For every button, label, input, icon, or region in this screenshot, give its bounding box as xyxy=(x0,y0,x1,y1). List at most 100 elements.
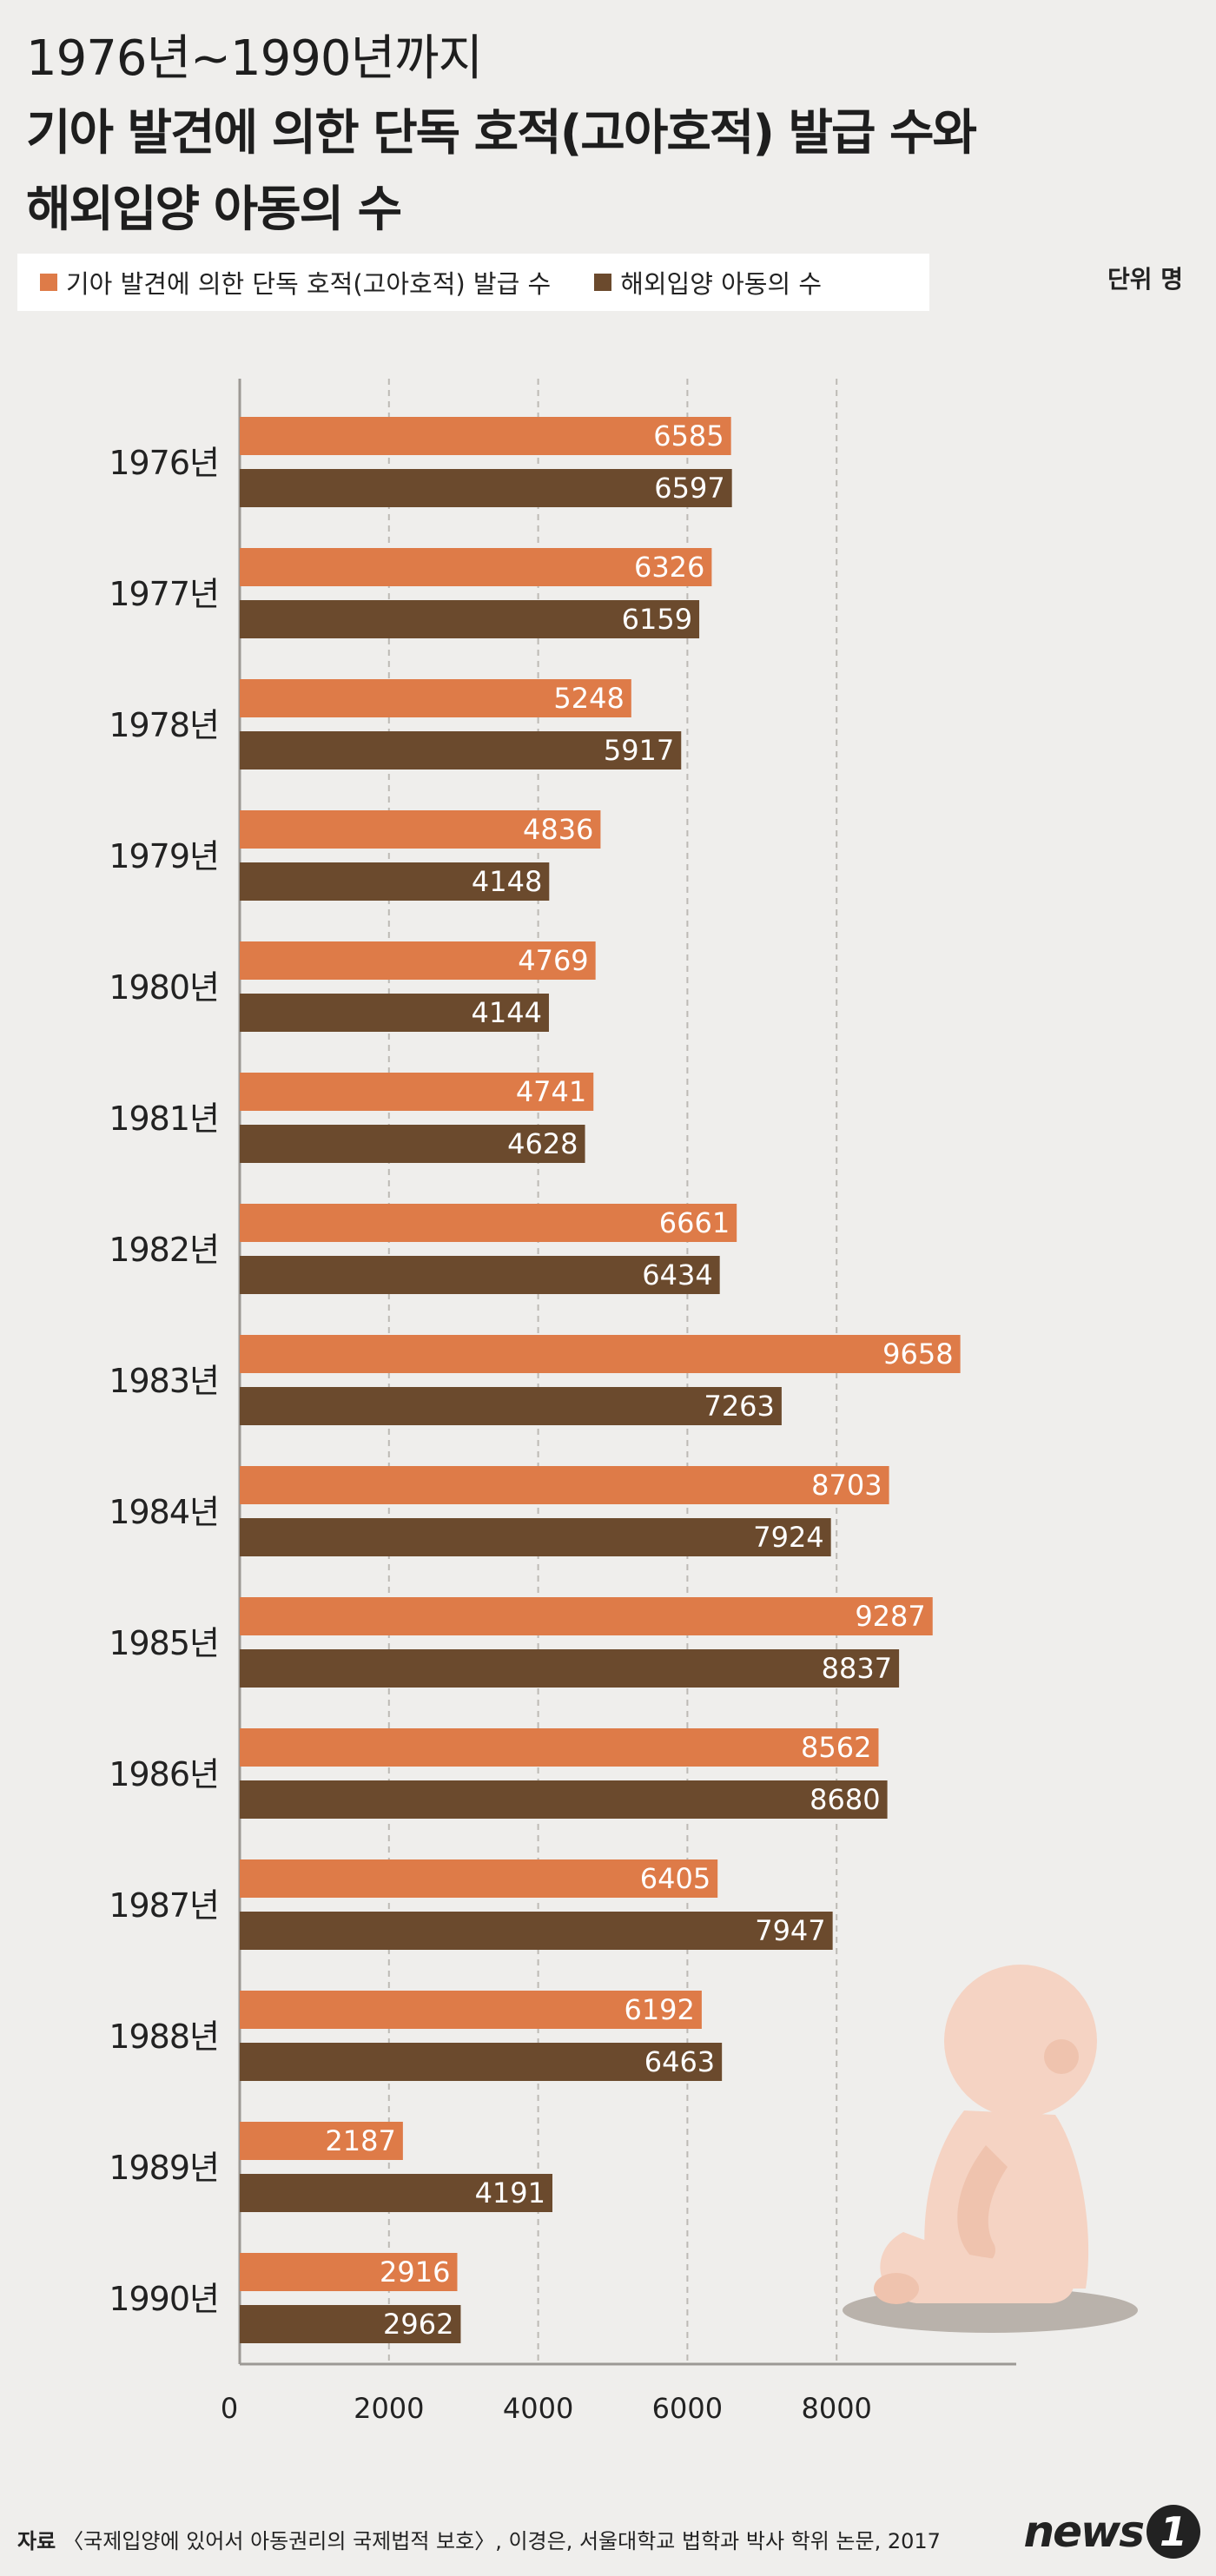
bar-s2-12 xyxy=(240,2043,723,2081)
bar-s1-14 xyxy=(240,2253,458,2291)
data-label-s2-7: 7263 xyxy=(704,1390,774,1423)
category-label-1: 1977년 xyxy=(109,575,219,613)
legend-swatch-series1 xyxy=(40,274,57,291)
category-label-9: 1985년 xyxy=(109,1624,219,1662)
bar-s1-8 xyxy=(240,1466,889,1504)
category-label-7: 1983년 xyxy=(109,1362,219,1400)
unit-label: 단위 명 xyxy=(1107,265,1183,294)
data-label-s1-1: 6326 xyxy=(634,551,704,584)
x-tick-label-2000: 2000 xyxy=(354,2392,424,2425)
data-label-s1-3: 4836 xyxy=(523,813,593,846)
logo-text: news xyxy=(1023,2507,1145,2557)
data-label-s1-7: 9658 xyxy=(882,1338,953,1371)
data-label-s2-13: 4191 xyxy=(475,2176,545,2209)
bar-s2-11 xyxy=(240,1912,833,1950)
category-label-0: 1976년 xyxy=(109,444,219,482)
bar-s1-4 xyxy=(240,941,596,980)
logo-badge: 1 xyxy=(1147,2505,1200,2559)
bar-s1-9 xyxy=(240,1597,933,1635)
title-line-1: 1976년~1990년까지 xyxy=(26,30,483,87)
bar-s1-0 xyxy=(240,417,731,455)
category-label-10: 1986년 xyxy=(109,1755,219,1793)
category-label-6: 1982년 xyxy=(109,1231,219,1269)
data-label-s2-0: 6597 xyxy=(654,472,724,505)
legend: 기아 발견에 의한 단독 호적(고아호적) 발급 수 해외입양 아동의 수 xyxy=(17,254,929,311)
baby-arm xyxy=(957,2145,1008,2262)
baby-illustration xyxy=(843,1965,1138,2333)
bar-s1-13 xyxy=(240,2122,403,2160)
x-tick-label-4000: 4000 xyxy=(503,2392,573,2425)
category-label-13: 1989년 xyxy=(109,2149,219,2187)
bar-s2-7 xyxy=(240,1387,782,1425)
bar-s2-2 xyxy=(240,731,682,769)
bar-s1-3 xyxy=(240,810,601,849)
category-label-3: 1979년 xyxy=(109,837,219,875)
category-label-12: 1988년 xyxy=(109,2018,219,2056)
news1-logo: news 1 xyxy=(1024,2505,1200,2559)
legend-swatch-series2 xyxy=(594,274,612,291)
source-text: 〈국제입양에 있어서 아동권리의 국제법적 보호〉, 이경은, 서울대학교 법학… xyxy=(63,2529,941,2553)
legend-label-series1: 기아 발견에 의한 단독 호적(고아호적) 발급 수 xyxy=(66,269,552,299)
x-tick-label-8000: 8000 xyxy=(801,2392,871,2425)
data-label-s2-3: 4148 xyxy=(472,865,542,898)
bar-s1-11 xyxy=(240,1859,718,1898)
baby-head xyxy=(944,1965,1097,2117)
data-label-s2-8: 7924 xyxy=(753,1521,823,1554)
data-label-s1-2: 5248 xyxy=(553,682,624,715)
legend-item-series2: 해외입양 아동의 수 xyxy=(594,264,822,301)
bar-s2-8 xyxy=(240,1518,831,1556)
bar-s2-6 xyxy=(240,1256,720,1294)
source-footer: 자료 〈국제입양에 있어서 아동권리의 국제법적 보호〉, 이경은, 서울대학교 … xyxy=(17,2524,941,2554)
bar-s2-0 xyxy=(240,469,732,507)
bar-s2-14 xyxy=(240,2305,461,2343)
data-label-s2-9: 8837 xyxy=(822,1652,892,1685)
data-label-s1-14: 2916 xyxy=(380,2256,450,2289)
category-label-14: 1990년 xyxy=(109,2280,219,2318)
category-label-5: 1981년 xyxy=(109,1100,219,1138)
data-label-s1-6: 6661 xyxy=(659,1206,730,1239)
category-label-4: 1980년 xyxy=(109,968,219,1007)
data-label-s1-5: 4741 xyxy=(516,1075,586,1108)
data-label-s1-11: 6405 xyxy=(640,1862,710,1895)
data-label-s1-10: 8562 xyxy=(801,1731,871,1764)
data-label-s2-1: 6159 xyxy=(622,603,692,636)
data-label-s1-12: 6192 xyxy=(624,1993,694,2026)
bar-s2-4 xyxy=(240,994,549,1032)
data-label-s1-13: 2187 xyxy=(325,2124,395,2157)
data-label-s1-8: 8703 xyxy=(811,1469,882,1502)
x-tick-label-6000: 6000 xyxy=(652,2392,723,2425)
baby-foot xyxy=(874,2273,919,2304)
bar-s2-9 xyxy=(240,1649,900,1688)
x-tick-label-0: 0 xyxy=(221,2392,238,2425)
category-label-8: 1984년 xyxy=(109,1493,219,1531)
title-line-2: 기아 발견에 의한 단독 호적(고아호적) 발급 수와 xyxy=(26,105,977,162)
data-label-s1-0: 6585 xyxy=(653,419,724,452)
bar-s2-1 xyxy=(240,600,700,638)
bar-s1-6 xyxy=(240,1204,737,1242)
legend-item-series1: 기아 발견에 의한 단독 호적(고아호적) 발급 수 xyxy=(40,264,551,301)
baby-ear xyxy=(1044,2039,1079,2074)
title-line-3: 해외입양 아동의 수 xyxy=(26,182,402,238)
bar-s1-1 xyxy=(240,548,712,586)
data-label-s1-9: 9287 xyxy=(855,1600,925,1633)
source-label: 자료 xyxy=(17,2529,56,2553)
data-label-s2-14: 2962 xyxy=(383,2308,453,2341)
data-label-s2-11: 7947 xyxy=(755,1914,825,1947)
data-label-s2-4: 4144 xyxy=(472,996,542,1029)
bar-s1-12 xyxy=(240,1991,702,2029)
data-label-s2-2: 5917 xyxy=(604,734,674,767)
data-label-s1-4: 4769 xyxy=(518,944,588,977)
bar-s1-10 xyxy=(240,1728,879,1767)
category-label-2: 1978년 xyxy=(109,706,219,744)
legend-label-series2: 해외입양 아동의 수 xyxy=(620,269,823,299)
data-label-s2-5: 4628 xyxy=(507,1127,578,1160)
bar-s1-7 xyxy=(240,1335,961,1373)
bar-s1-2 xyxy=(240,679,631,717)
bar-s2-13 xyxy=(240,2174,553,2212)
bar-s2-3 xyxy=(240,862,550,901)
baby-leg xyxy=(880,2232,1074,2303)
bar-s1-5 xyxy=(240,1073,594,1111)
bar-s2-5 xyxy=(240,1125,585,1163)
data-label-s2-10: 8680 xyxy=(810,1783,880,1816)
